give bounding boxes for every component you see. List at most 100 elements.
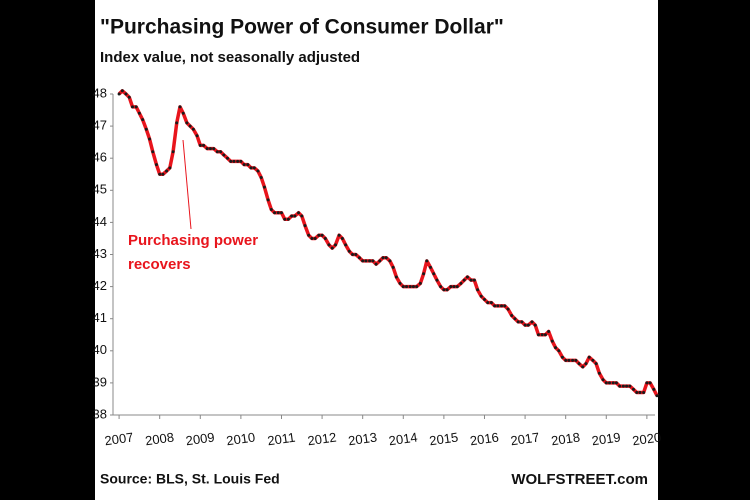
point [327,243,331,247]
point [141,118,145,122]
point [557,349,561,353]
point [127,95,131,99]
point [621,384,625,388]
point [202,143,206,147]
point [543,333,547,337]
point [439,285,443,289]
point [364,259,368,263]
point [148,137,152,141]
point [455,285,459,289]
point [394,275,398,279]
point [252,166,256,170]
point [503,304,507,308]
point [120,89,124,93]
point [320,233,324,237]
point [333,243,337,247]
point [229,159,233,163]
x-tick-label: 2014 [388,430,419,449]
point [239,159,243,163]
point [513,317,517,321]
point [242,163,246,167]
point [601,378,605,382]
point [330,246,334,250]
point [347,249,351,253]
point [351,253,355,256]
y-tick-label: 44 [93,214,107,229]
point [469,278,473,282]
point [536,333,540,337]
point [547,330,551,334]
x-tick-label: 2010 [225,430,256,449]
x-tick-label: 2016 [469,430,500,449]
point [124,92,128,96]
point [422,272,426,276]
point [165,169,169,173]
point [374,262,378,266]
point [465,275,469,279]
point [567,358,571,362]
point [442,288,446,292]
point [574,358,578,362]
point [425,259,429,263]
source: Source: BLS, St. Louis Fed [100,471,280,487]
chart-subtitle: Index value, not seasonally adjusted [100,49,360,66]
point [151,150,155,154]
point [432,272,436,276]
line [117,89,659,397]
y-tick-label: 47 [93,118,107,133]
point [510,313,514,317]
point [614,381,618,385]
point [655,394,659,398]
point [300,214,304,218]
x-tick-label: 2007 [104,430,135,449]
point [577,362,581,366]
point [418,281,422,285]
point [340,236,344,240]
point [597,371,601,375]
point [500,304,504,308]
point [554,346,558,350]
point [307,233,311,237]
panel [95,0,658,500]
point [516,320,520,324]
point [462,278,466,282]
y-tick-label: 45 [93,182,107,197]
point [384,256,388,260]
point [171,150,175,154]
point [344,243,348,247]
point [587,355,591,359]
y-tick-label: 39 [93,374,107,389]
point [381,256,385,260]
point [472,278,476,282]
point [628,384,632,388]
point [198,143,202,147]
x-tick-label: 2020 [631,430,662,449]
point [645,381,649,385]
point [594,362,598,366]
point [452,285,456,289]
point [276,211,280,215]
point [283,217,287,221]
annotation-arrow [182,139,192,230]
y-tick-label: 43 [93,246,107,261]
point [408,285,412,289]
point [195,134,199,138]
point [371,259,375,263]
point [648,381,652,385]
point [635,391,639,395]
y-tick-label: 38 [93,406,107,421]
y-tick-label: 41 [93,310,107,325]
point [297,211,301,215]
point [144,127,148,131]
y-tick-label: 40 [93,342,107,357]
point [479,294,483,298]
x-tick-label: 2013 [347,430,378,449]
point [256,169,260,173]
point [378,259,382,263]
point [354,253,358,256]
point [205,147,209,151]
point [357,256,361,260]
point [591,358,595,362]
point [191,127,195,131]
